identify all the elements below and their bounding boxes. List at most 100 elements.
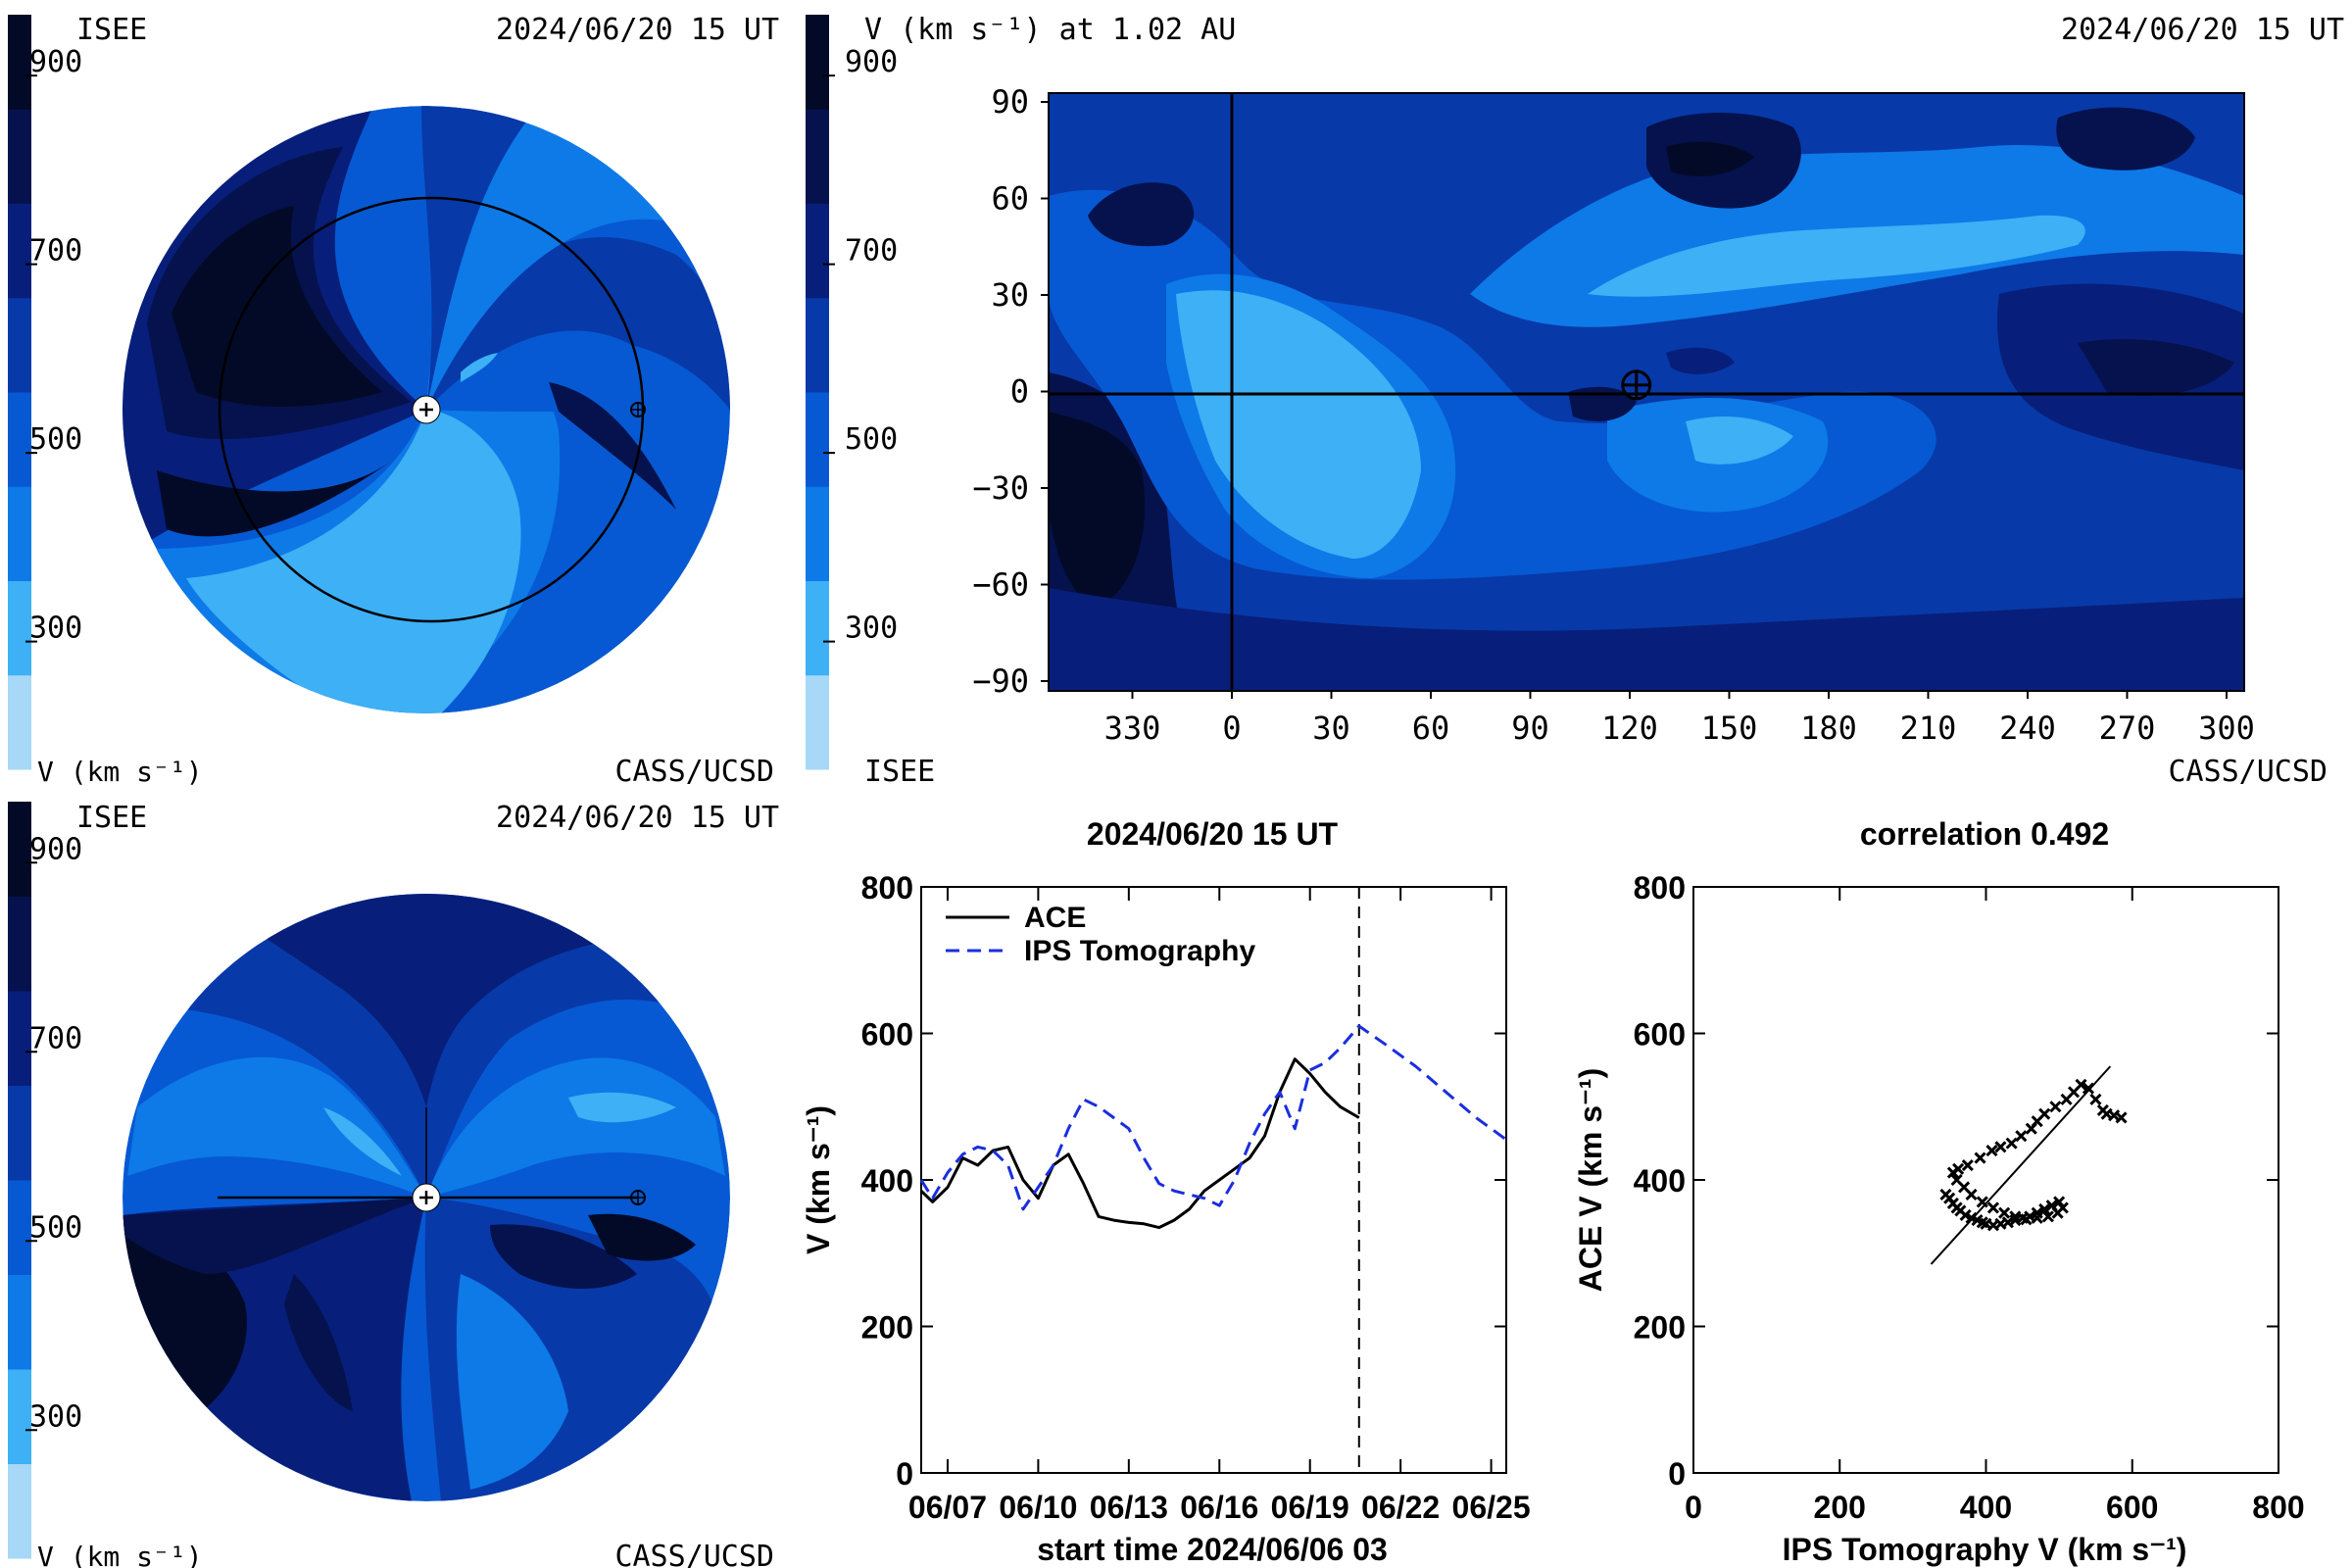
y-axis-label: ACE V (km s⁻¹) <box>1573 1068 1608 1292</box>
map-x-tick-label: 240 <box>1999 710 2056 747</box>
color-bar-tick-label: 500 <box>29 422 82 457</box>
y-tick-label: 0 <box>896 1456 913 1492</box>
sun-marker <box>412 395 441 424</box>
scatter-point <box>2053 1196 2066 1208</box>
x-tick-label: 0 <box>1685 1490 1702 1525</box>
scatter-point <box>1976 1196 1988 1208</box>
latitude-longitude-speed-map <box>1049 93 2244 691</box>
color-bar-segment <box>806 486 829 581</box>
color-bar-segment <box>806 580 829 676</box>
map-x-tick-label: 0 <box>1222 710 1241 747</box>
scatter-point <box>2051 1206 2064 1219</box>
chart-title: correlation 0.492 <box>1860 816 2109 852</box>
scatter-point <box>2020 1213 2033 1226</box>
scatter-point <box>2115 1111 2128 1124</box>
scatter-point <box>2089 1093 2102 1105</box>
plot-frame <box>1692 886 2279 1474</box>
map-x-tick-label: 180 <box>1800 710 1857 747</box>
scatter-point <box>2075 1078 2087 1091</box>
time-series-lines <box>919 1024 1507 1230</box>
color-bar-segment <box>8 1463 31 1559</box>
timestamp: 2024/06/20 15 UT <box>2061 13 2344 47</box>
map-y-tick-label: 90 <box>991 83 1029 121</box>
map-title: V (km s⁻¹) at 1.02 AU <box>864 13 1236 47</box>
scatter-point <box>2082 1082 2095 1095</box>
scatter-point <box>1959 1208 1972 1221</box>
legend-label-ips: IPS Tomography <box>1024 935 1255 967</box>
color-bar-tick-label: 300 <box>29 1399 82 1434</box>
scatter-point <box>2005 1137 2018 1150</box>
color-bar: 900 700 500 300 <box>806 15 898 770</box>
scatter-point <box>2041 1210 2054 1223</box>
color-bar-segment <box>8 1274 31 1370</box>
org-label: ISEE <box>76 801 147 835</box>
timestamp: 2024/06/20 15 UT <box>496 801 779 835</box>
color-bar-label: V (km s⁻¹) <box>37 1541 203 1568</box>
y-tick-label: 400 <box>1634 1163 1686 1199</box>
scatter-points <box>1939 1078 2128 1232</box>
time-series-axes: 0 200 400 600 800 06/07 06/10 06/13 06/16 06/19 06… <box>861 870 1531 1525</box>
map-y-tick-label: 0 <box>1010 373 1029 411</box>
map-x-tick-label: 300 <box>2198 710 2255 747</box>
x-axis-label: IPS Tomography V (km s⁻¹) <box>1783 1532 2187 1567</box>
color-bar: 900 700 500 300 <box>8 802 82 1559</box>
y-tick-label: 200 <box>861 1310 913 1346</box>
color-bar-segment <box>8 802 31 897</box>
scatter-point <box>2049 1101 2062 1113</box>
sun-marker <box>412 1183 441 1212</box>
map-y-tick-label: −90 <box>972 662 1029 700</box>
color-bar-tick-label: 900 <box>29 832 82 866</box>
color-bar-tick-label: 900 <box>29 45 82 79</box>
map-x-tick-label: 210 <box>1900 710 1957 747</box>
x-tick-label: 600 <box>2106 1490 2158 1525</box>
color-bar-segment <box>806 109 829 204</box>
earth-symbol-cross <box>1622 370 1650 399</box>
map-y-tick-label: −30 <box>972 469 1029 507</box>
color-bar-segment <box>806 15 829 110</box>
y-tick-label: 600 <box>861 1017 913 1053</box>
credit: CASS/UCSD <box>2168 755 2328 789</box>
map-y-tick-label: 60 <box>991 180 1029 218</box>
x-axis-label: start time 2024/06/06 03 <box>1037 1532 1388 1567</box>
color-bar-tick-label: 500 <box>845 422 898 457</box>
color-bar: 900 700 500 300 <box>8 15 82 770</box>
map-y-tick-label: −60 <box>972 566 1029 604</box>
map-x-tick-label: 60 <box>1412 710 1450 747</box>
color-bar-segment <box>8 896 31 992</box>
color-bar-segment <box>8 203 31 299</box>
x-tick-label: 200 <box>1814 1490 1866 1525</box>
y-axis-label: V (km s⁻¹) <box>801 1105 836 1254</box>
scatter-point <box>2015 1130 2028 1143</box>
earth-marker <box>1621 369 1652 401</box>
x-tick-label: 06/10 <box>999 1490 1077 1525</box>
x-tick-label: 06/13 <box>1090 1490 1168 1525</box>
map-x-tick-label: 30 <box>1312 710 1350 747</box>
scatter-point <box>1998 1206 2011 1219</box>
color-bar-segment <box>8 486 31 581</box>
color-bar-segment <box>8 297 31 393</box>
color-bar-segment <box>8 109 31 204</box>
map-x-tick-label: 90 <box>1511 710 1549 747</box>
x-tick-label: 06/07 <box>908 1490 987 1525</box>
scatter-axes: 0 200 400 600 800 0 200 400 600 800 <box>1634 870 2305 1525</box>
y-tick-label: 600 <box>1634 1017 1686 1053</box>
x-tick-label: 06/19 <box>1271 1490 1349 1525</box>
ips-tomography-series-line <box>919 1024 1507 1211</box>
scatter-point <box>1950 1173 1963 1187</box>
y-tick-label: 0 <box>1668 1456 1686 1492</box>
color-bar-segment <box>806 203 829 299</box>
scatter-point <box>1994 1141 2007 1153</box>
color-bar-tick-label: 700 <box>29 234 82 269</box>
plot-frame <box>920 886 1507 1474</box>
map-x-tick-label: 270 <box>2099 710 2156 747</box>
color-bar-tick-label: 700 <box>845 234 898 269</box>
y-tick-label: 800 <box>861 870 913 906</box>
bottom-left-panel: 900 700 500 300 ISEE 2024/06/20 15 UT V (km… <box>8 801 779 1568</box>
regression-line <box>1930 1065 2112 1265</box>
scatter-point <box>1985 1145 1998 1157</box>
map-x-tick-label: 330 <box>1104 710 1161 747</box>
color-bar-tick-label: 900 <box>845 45 898 79</box>
